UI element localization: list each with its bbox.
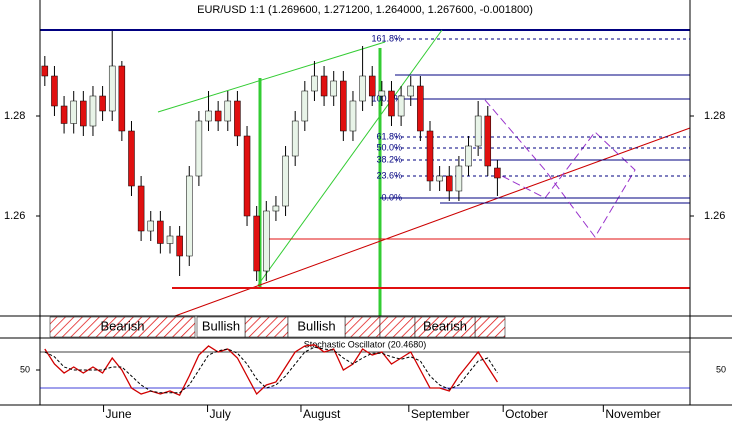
candle-body xyxy=(340,80,347,132)
x-tick-label: September xyxy=(411,407,470,421)
candle-body xyxy=(51,75,58,107)
candle-body xyxy=(291,120,299,157)
signal-fill xyxy=(474,316,506,338)
oscillator-line xyxy=(44,346,498,394)
y-tick-label: 50 xyxy=(716,364,726,374)
candle-body xyxy=(330,80,337,97)
signal-fill xyxy=(244,316,289,338)
candle-body xyxy=(70,100,77,124)
candle-body xyxy=(176,235,183,257)
x-tick-label: June xyxy=(106,407,132,421)
x-tick-label: November xyxy=(605,407,660,421)
fib-label: 23.6% xyxy=(376,170,402,180)
candle-body xyxy=(378,90,386,97)
signal-box xyxy=(414,316,476,338)
candle-body xyxy=(407,85,414,97)
candle-body xyxy=(320,75,328,97)
chart-title: EUR/USD 1:1 (1.269600, 1.271200, 1.26400… xyxy=(197,4,533,16)
y-tick-label: 1.26 xyxy=(4,210,25,222)
candle-body xyxy=(484,115,492,167)
candle-body xyxy=(494,167,501,179)
trend-line xyxy=(157,41,386,113)
candle-body xyxy=(465,145,472,167)
signal-label: Bullish xyxy=(202,318,240,333)
candle-body xyxy=(243,135,251,217)
candle-body xyxy=(311,75,318,92)
candle-body xyxy=(436,175,443,182)
fib-label: 0.0% xyxy=(381,192,402,202)
candle-body xyxy=(89,95,97,127)
candle-body xyxy=(224,100,232,122)
candle-body xyxy=(108,65,116,112)
oscillator-line xyxy=(44,344,498,397)
signal-fill xyxy=(379,316,416,338)
candle-body xyxy=(99,95,106,112)
candle-body xyxy=(128,130,135,187)
fib-label: 61.8% xyxy=(376,131,402,141)
candle-body xyxy=(195,120,203,177)
candle-body xyxy=(446,175,453,192)
fib-label: 50.0% xyxy=(376,142,402,152)
candle-body xyxy=(166,235,174,244)
candle-body xyxy=(253,215,260,272)
candle-body xyxy=(41,65,49,77)
y-tick-label: 1.28 xyxy=(4,110,25,122)
trend-line xyxy=(174,127,691,317)
candle-body xyxy=(234,100,241,137)
candle-body xyxy=(186,175,193,257)
candle-body xyxy=(397,95,405,117)
candle-body xyxy=(263,210,270,272)
candle-body xyxy=(118,65,126,132)
x-tick-label: October xyxy=(505,407,548,421)
signal-label: Bearish xyxy=(100,318,144,333)
y-tick-label: 1.28 xyxy=(704,110,725,122)
signal-box xyxy=(287,316,346,338)
y-tick-label: 1.26 xyxy=(704,210,725,222)
candle-body xyxy=(368,75,376,97)
candle-body xyxy=(417,85,424,132)
trend-line xyxy=(257,29,443,286)
y-tick-label: 50 xyxy=(20,364,30,374)
candle-body xyxy=(474,115,482,147)
fib-label: 161.8% xyxy=(371,33,402,43)
candle-body xyxy=(214,110,222,122)
signal-fill xyxy=(344,316,381,338)
candle-body xyxy=(282,155,289,207)
candle-body xyxy=(349,100,357,132)
oscillator-title: Stochastic Oscillator (20.4680) xyxy=(304,339,427,349)
candle-body xyxy=(80,100,87,127)
candle-body xyxy=(426,130,434,182)
fib-label: 100.0% xyxy=(371,93,402,103)
signal-label: Bullish xyxy=(297,318,335,333)
candle-body xyxy=(60,105,68,124)
candle-body xyxy=(388,90,395,117)
candle-body xyxy=(272,205,280,212)
candle-body xyxy=(157,220,164,244)
candle-body xyxy=(205,110,212,122)
x-tick-label: July xyxy=(210,407,231,421)
candle-body xyxy=(137,185,145,232)
signal-label: Bearish xyxy=(423,318,467,333)
candle-body xyxy=(147,220,154,232)
candle-body xyxy=(455,165,463,192)
signal-box xyxy=(196,316,246,338)
candle-body xyxy=(301,90,309,122)
x-tick-label: August xyxy=(303,407,341,421)
candle-body xyxy=(359,75,366,102)
signal-box xyxy=(49,316,196,338)
fib-label: 38.2% xyxy=(376,154,402,164)
